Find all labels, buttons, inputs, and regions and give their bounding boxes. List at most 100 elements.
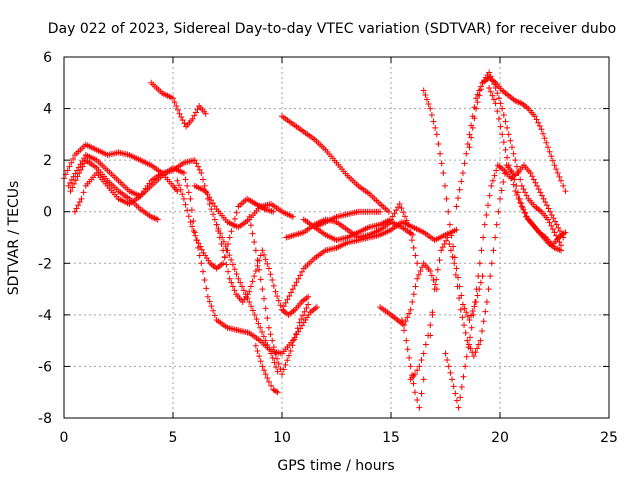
data-point xyxy=(191,229,198,236)
data-point xyxy=(497,123,504,130)
data-point xyxy=(202,188,209,195)
data-point xyxy=(517,199,524,206)
data-point xyxy=(252,247,259,254)
data-point xyxy=(254,347,261,354)
data-point xyxy=(65,182,72,189)
data-point xyxy=(410,244,417,251)
data-point xyxy=(427,322,434,329)
data-point xyxy=(257,252,264,259)
data-point xyxy=(271,359,278,366)
x-tick-labels: 0 5 10 15 20 25 xyxy=(60,430,618,446)
data-point xyxy=(445,363,452,370)
data-point xyxy=(533,116,540,123)
y-tick-label: -6 xyxy=(38,359,52,375)
data-point xyxy=(556,173,563,180)
data-point xyxy=(298,268,305,275)
data-point xyxy=(274,293,281,300)
data-point xyxy=(252,268,259,275)
data-point xyxy=(510,150,517,157)
data-point xyxy=(296,319,303,326)
data-point xyxy=(461,305,468,312)
data-point xyxy=(409,298,416,305)
data-point xyxy=(252,342,259,349)
data-point xyxy=(463,150,470,157)
data-point xyxy=(461,160,468,167)
data-point xyxy=(548,211,555,218)
data-point xyxy=(486,192,493,199)
data-point xyxy=(259,286,266,293)
data-point xyxy=(512,157,519,164)
data-point xyxy=(428,112,435,119)
data-point xyxy=(301,308,308,315)
data-point xyxy=(518,203,525,210)
data-point xyxy=(459,314,466,321)
data-point xyxy=(187,219,194,226)
data-point xyxy=(518,182,525,189)
data-point xyxy=(233,271,240,278)
data-point xyxy=(398,317,405,324)
data-point xyxy=(279,371,285,378)
series-arc-8 xyxy=(213,221,312,318)
data-point xyxy=(267,271,274,278)
data-point xyxy=(558,177,565,184)
data-point xyxy=(228,228,235,235)
data-point xyxy=(540,130,547,137)
data-point xyxy=(264,315,271,322)
data-point xyxy=(414,275,421,282)
data-point xyxy=(68,176,75,183)
data-point xyxy=(303,305,310,312)
data-point xyxy=(422,92,429,99)
data-point xyxy=(272,350,279,357)
series-arc-12 xyxy=(279,113,392,215)
data-point xyxy=(432,124,439,131)
data-point xyxy=(482,308,489,315)
data-point xyxy=(527,170,534,177)
data-point xyxy=(538,192,545,199)
data-point xyxy=(389,213,396,220)
data-point xyxy=(469,307,476,314)
data-point xyxy=(475,273,482,280)
data-point xyxy=(210,307,217,314)
data-point xyxy=(260,333,267,340)
series-arc-10 xyxy=(252,342,281,396)
data-point xyxy=(556,239,563,246)
data-point xyxy=(480,234,487,241)
data-point xyxy=(460,373,467,380)
data-point xyxy=(454,283,461,290)
data-point xyxy=(508,144,515,151)
data-point xyxy=(270,282,277,289)
data-point xyxy=(451,260,458,267)
data-point xyxy=(453,265,460,272)
data-point xyxy=(548,222,555,229)
data-point xyxy=(220,260,227,267)
data-point xyxy=(515,195,522,202)
data-point xyxy=(223,261,230,268)
data-point xyxy=(71,180,78,187)
data-point xyxy=(490,247,497,254)
data-point xyxy=(388,216,394,223)
data-point xyxy=(265,265,272,272)
data-point xyxy=(275,360,282,367)
x-tick-label: 20 xyxy=(491,430,509,446)
data-point xyxy=(453,397,460,404)
data-point xyxy=(211,312,218,319)
data-point xyxy=(192,232,199,239)
data-point xyxy=(401,322,408,329)
y-tick-label: 4 xyxy=(43,102,52,118)
data-point xyxy=(500,112,507,119)
data-point xyxy=(407,363,414,370)
data-point xyxy=(452,390,459,397)
data-point xyxy=(71,208,78,215)
data-point xyxy=(542,199,549,206)
data-point xyxy=(537,189,544,196)
data-point xyxy=(427,268,434,275)
data-point xyxy=(436,257,443,264)
data-point xyxy=(293,279,300,286)
data-point xyxy=(543,202,550,209)
data-point xyxy=(446,221,453,228)
data-point xyxy=(404,314,411,321)
data-point xyxy=(248,303,255,310)
data-point xyxy=(225,240,232,247)
x-tick-label: 0 xyxy=(60,430,69,446)
data-point xyxy=(274,355,281,362)
